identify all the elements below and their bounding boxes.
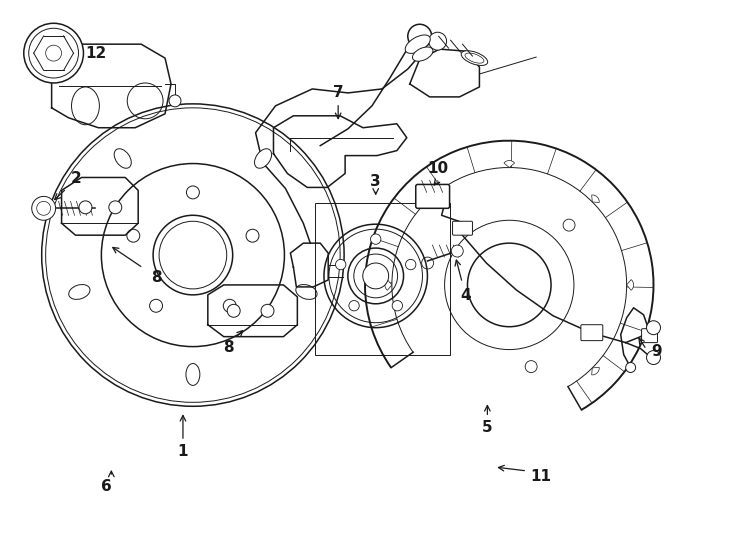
- Circle shape: [261, 305, 274, 318]
- Text: 11: 11: [531, 469, 551, 484]
- Circle shape: [429, 32, 446, 50]
- Circle shape: [150, 299, 162, 312]
- Circle shape: [468, 243, 551, 327]
- Circle shape: [228, 305, 240, 318]
- Ellipse shape: [255, 148, 272, 168]
- Text: 5: 5: [482, 420, 493, 435]
- Ellipse shape: [405, 35, 430, 53]
- Wedge shape: [592, 367, 599, 375]
- Text: 2: 2: [71, 171, 82, 186]
- Circle shape: [46, 45, 62, 61]
- Ellipse shape: [186, 363, 200, 386]
- Text: 12: 12: [86, 45, 107, 60]
- Circle shape: [349, 301, 359, 311]
- Text: 7: 7: [333, 85, 344, 100]
- Text: 1: 1: [178, 443, 188, 458]
- Text: 4: 4: [460, 288, 470, 303]
- Circle shape: [79, 201, 92, 214]
- Circle shape: [408, 24, 432, 48]
- Circle shape: [109, 201, 122, 214]
- Wedge shape: [504, 160, 515, 167]
- Circle shape: [625, 362, 636, 373]
- Circle shape: [23, 23, 84, 83]
- Circle shape: [32, 197, 56, 220]
- Circle shape: [363, 263, 388, 289]
- Circle shape: [186, 186, 200, 199]
- FancyBboxPatch shape: [642, 329, 658, 342]
- FancyBboxPatch shape: [581, 325, 603, 341]
- Ellipse shape: [69, 285, 90, 299]
- Wedge shape: [592, 195, 599, 202]
- Circle shape: [223, 299, 236, 312]
- Wedge shape: [627, 280, 633, 291]
- Circle shape: [406, 259, 416, 269]
- Wedge shape: [385, 280, 392, 291]
- Ellipse shape: [413, 47, 433, 61]
- Text: 8: 8: [223, 340, 234, 355]
- Circle shape: [451, 245, 463, 257]
- Circle shape: [246, 230, 259, 242]
- Ellipse shape: [296, 285, 317, 299]
- FancyBboxPatch shape: [415, 185, 449, 208]
- Text: 8: 8: [150, 271, 161, 286]
- Ellipse shape: [461, 51, 487, 65]
- Text: 10: 10: [427, 161, 448, 176]
- Circle shape: [371, 234, 381, 244]
- Circle shape: [153, 215, 233, 295]
- Ellipse shape: [115, 148, 131, 168]
- Circle shape: [169, 95, 181, 107]
- Text: 3: 3: [371, 174, 381, 189]
- Circle shape: [563, 219, 575, 231]
- Circle shape: [421, 257, 434, 269]
- FancyBboxPatch shape: [453, 221, 473, 235]
- Text: 6: 6: [101, 480, 112, 495]
- Circle shape: [647, 350, 661, 365]
- Circle shape: [526, 361, 537, 373]
- Text: 9: 9: [651, 344, 662, 359]
- Bar: [316, 204, 449, 355]
- Circle shape: [647, 321, 661, 335]
- Circle shape: [646, 330, 655, 340]
- Circle shape: [127, 230, 139, 242]
- Wedge shape: [419, 195, 427, 202]
- Circle shape: [335, 259, 346, 269]
- Circle shape: [392, 301, 402, 311]
